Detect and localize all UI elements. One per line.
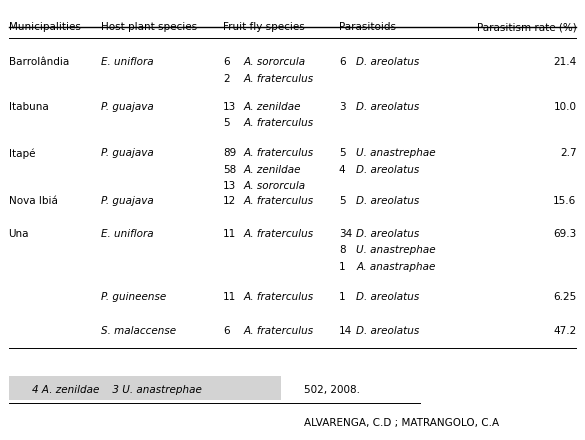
Text: 4 A. zenildae    3 U. anastrephae: 4 A. zenildae 3 U. anastrephae xyxy=(32,385,202,395)
Text: D. areolatus: D. areolatus xyxy=(356,292,419,302)
Text: A. zenildae: A. zenildae xyxy=(243,102,301,112)
FancyBboxPatch shape xyxy=(9,376,281,400)
Text: 5: 5 xyxy=(223,118,229,128)
Text: 2.7: 2.7 xyxy=(560,148,576,158)
Text: 6: 6 xyxy=(339,57,346,67)
Text: A. fraterculus: A. fraterculus xyxy=(243,326,314,337)
Text: Host plant species: Host plant species xyxy=(101,22,197,32)
Text: D. areolatus: D. areolatus xyxy=(356,196,419,206)
Text: 11: 11 xyxy=(223,292,236,302)
Text: P. guajava: P. guajava xyxy=(101,102,154,112)
Text: 502, 2008.: 502, 2008. xyxy=(304,385,360,395)
Text: A. fraterculus: A. fraterculus xyxy=(243,229,314,238)
Text: 5: 5 xyxy=(339,148,346,158)
Text: 10.0: 10.0 xyxy=(553,102,576,112)
Text: 8: 8 xyxy=(339,245,346,255)
Text: A. fraterculus: A. fraterculus xyxy=(243,148,314,158)
Text: 89: 89 xyxy=(223,148,236,158)
Text: 58: 58 xyxy=(223,165,236,175)
Text: Nova Ibiá: Nova Ibiá xyxy=(9,196,57,206)
Text: A. fraterculus: A. fraterculus xyxy=(243,118,314,128)
Text: Itapé: Itapé xyxy=(9,148,35,159)
Text: D. areolatus: D. areolatus xyxy=(356,229,419,238)
Text: 3: 3 xyxy=(339,102,346,112)
Text: D. areolatus: D. areolatus xyxy=(356,165,419,175)
Text: 69.3: 69.3 xyxy=(553,229,576,238)
Text: P. guineense: P. guineense xyxy=(101,292,167,302)
Text: Barrolândia: Barrolândia xyxy=(9,57,69,67)
Text: 6.25: 6.25 xyxy=(553,292,576,302)
Text: D. areolatus: D. areolatus xyxy=(356,102,419,112)
Text: 34: 34 xyxy=(339,229,352,238)
Text: 12: 12 xyxy=(223,196,236,206)
Text: 14: 14 xyxy=(339,326,352,337)
Text: Una: Una xyxy=(9,229,29,238)
Text: Itabuna: Itabuna xyxy=(9,102,49,112)
Text: U. anastrephae: U. anastrephae xyxy=(356,245,436,255)
Text: 15.6: 15.6 xyxy=(553,196,576,206)
Text: 6: 6 xyxy=(223,326,229,337)
Text: E. uniflora: E. uniflora xyxy=(101,229,154,238)
Text: E. uniflora: E. uniflora xyxy=(101,57,154,67)
Text: 5: 5 xyxy=(339,196,346,206)
Text: 47.2: 47.2 xyxy=(553,326,576,337)
Text: A. sororcula: A. sororcula xyxy=(243,181,305,191)
Text: Municipalities: Municipalities xyxy=(9,22,81,32)
Text: ALVARENGA, C.D ; MATRANGOLO, C.A: ALVARENGA, C.D ; MATRANGOLO, C.A xyxy=(304,418,499,428)
Text: Fruit fly species: Fruit fly species xyxy=(223,22,305,32)
Text: Parasitism rate (%): Parasitism rate (%) xyxy=(477,22,576,32)
Text: P. guajava: P. guajava xyxy=(101,148,154,158)
Text: 21.4: 21.4 xyxy=(553,57,576,67)
Text: A. anastraphae: A. anastraphae xyxy=(356,262,436,272)
Text: 11: 11 xyxy=(223,229,236,238)
Text: U. anastrephae: U. anastrephae xyxy=(356,148,436,158)
Text: 2: 2 xyxy=(223,73,229,84)
Text: D. areolatus: D. areolatus xyxy=(356,326,419,337)
Text: 4: 4 xyxy=(339,165,346,175)
Text: 13: 13 xyxy=(223,181,236,191)
Text: P. guajava: P. guajava xyxy=(101,196,154,206)
Text: A. sororcula: A. sororcula xyxy=(243,57,305,67)
Text: S. malaccense: S. malaccense xyxy=(101,326,177,337)
Text: A. zenildae: A. zenildae xyxy=(243,165,301,175)
Text: A. fraterculus: A. fraterculus xyxy=(243,292,314,302)
Text: D. areolatus: D. areolatus xyxy=(356,57,419,67)
Text: 13: 13 xyxy=(223,102,236,112)
Text: Parasitoids: Parasitoids xyxy=(339,22,396,32)
Text: A. fraterculus: A. fraterculus xyxy=(243,196,314,206)
Text: 1: 1 xyxy=(339,292,346,302)
Text: 1: 1 xyxy=(339,262,346,272)
Text: A. fraterculus: A. fraterculus xyxy=(243,73,314,84)
Text: 6: 6 xyxy=(223,57,229,67)
